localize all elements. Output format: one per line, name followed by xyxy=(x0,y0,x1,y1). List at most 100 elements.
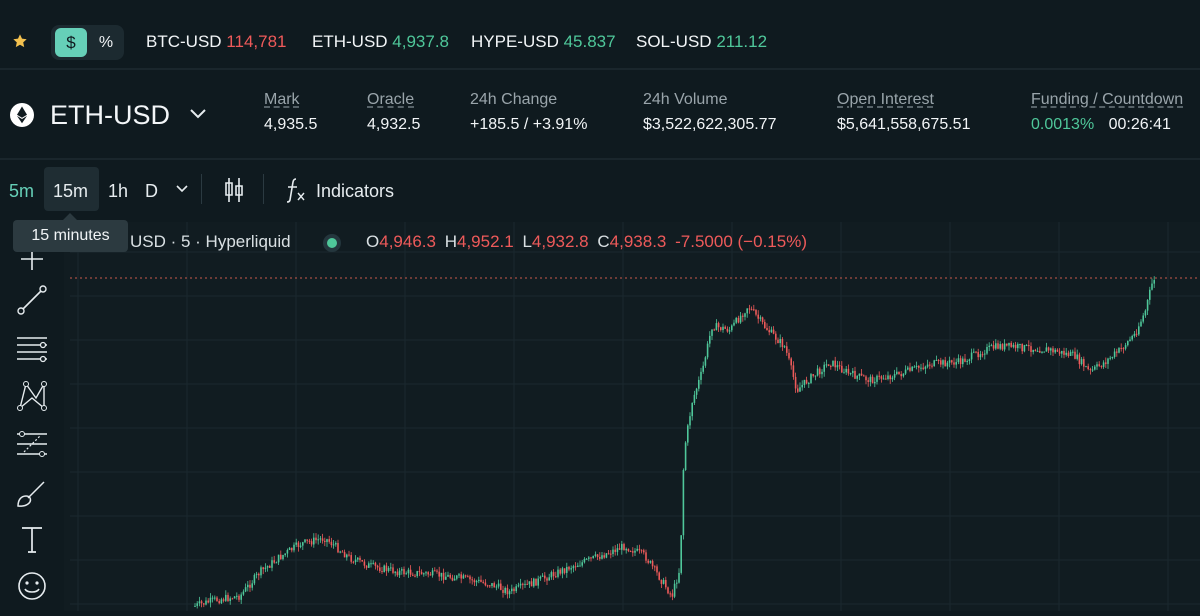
candle-body xyxy=(258,573,260,576)
candle-body xyxy=(1149,289,1151,300)
candle-body xyxy=(889,375,891,380)
candle-body xyxy=(783,346,786,348)
candle-body xyxy=(885,378,887,380)
stat-label[interactable]: Open Interest xyxy=(837,91,934,108)
candle-body xyxy=(242,591,245,595)
candle-body xyxy=(1135,333,1138,335)
candle-body xyxy=(975,351,977,353)
candle-body xyxy=(332,544,335,546)
candle-body xyxy=(211,597,214,599)
candle-body xyxy=(381,571,383,573)
candle-body xyxy=(1056,349,1059,352)
fib-icon[interactable] xyxy=(14,426,50,462)
candle-body xyxy=(852,370,854,374)
candle-body xyxy=(812,374,814,376)
text-icon[interactable] xyxy=(14,522,50,558)
candle-body xyxy=(326,539,328,542)
live-status-icon[interactable] xyxy=(322,233,342,253)
candle-body xyxy=(1012,344,1015,347)
candle-body xyxy=(1080,359,1083,365)
chevron-down-icon[interactable] xyxy=(188,106,208,120)
candle-body xyxy=(621,544,623,550)
brush-icon[interactable] xyxy=(14,476,50,512)
candle-body xyxy=(680,535,682,573)
stat-label[interactable]: Funding / Countdown xyxy=(1031,91,1184,108)
candle-body xyxy=(865,376,867,381)
candle-body xyxy=(907,367,909,370)
candlestick-chart[interactable] xyxy=(0,222,1200,611)
ticker-item-btc[interactable]: BTC-USD 114,781 xyxy=(146,32,287,52)
candle-body xyxy=(640,550,643,552)
candle-body xyxy=(645,552,647,561)
candle-body xyxy=(240,594,242,600)
candle-body xyxy=(590,557,592,559)
candle-body xyxy=(396,571,399,576)
timeframe-5m[interactable]: 5m xyxy=(9,181,35,201)
candle-body xyxy=(660,579,663,584)
candle-body xyxy=(834,360,836,368)
candle-body xyxy=(1089,369,1092,371)
candle-body xyxy=(720,327,722,331)
stat-label[interactable]: Oracle xyxy=(367,91,415,108)
candle-body xyxy=(1078,354,1081,365)
dollar-toggle-button[interactable]: $ xyxy=(55,28,87,57)
ticker-item-sol[interactable]: SOL-USD 211.12 xyxy=(636,32,767,52)
candle-body xyxy=(702,365,704,372)
percent-toggle-button[interactable]: % xyxy=(98,33,114,51)
candle-body xyxy=(1065,352,1067,355)
candle-body xyxy=(1113,351,1116,357)
candle-body xyxy=(475,581,478,583)
candle-body xyxy=(726,328,729,332)
candle-body xyxy=(295,542,297,545)
candle-body xyxy=(654,566,656,568)
candle-body xyxy=(1047,347,1050,351)
timeframe-d[interactable]: D xyxy=(145,181,158,201)
candle-body xyxy=(337,543,339,553)
candle-body xyxy=(255,573,258,575)
timeframe-15m[interactable]: 15m xyxy=(53,181,89,201)
candle-body xyxy=(478,579,480,582)
funding-rate: 0.0013% xyxy=(1031,116,1095,133)
candle-body xyxy=(643,550,645,553)
indicators-button[interactable]: Indicators xyxy=(316,181,395,201)
candle-body xyxy=(709,335,711,344)
candle-body xyxy=(1087,366,1089,370)
ticker-symbol: BTC-USD xyxy=(146,32,222,51)
high-value: 4,952.1 xyxy=(456,232,514,251)
candle-body xyxy=(280,554,282,560)
candle-body xyxy=(594,554,597,556)
candle-body xyxy=(515,586,517,592)
pair-selector[interactable]: ETH-USD xyxy=(50,100,170,130)
chart-area[interactable] xyxy=(0,222,1200,611)
candle-body xyxy=(746,308,748,314)
candle-body xyxy=(849,373,852,375)
pattern-icon[interactable] xyxy=(14,378,50,414)
candle-body xyxy=(583,558,586,563)
emoji-icon[interactable] xyxy=(14,568,50,604)
timeframe-1h[interactable]: 1h xyxy=(108,181,129,201)
candle-body xyxy=(577,565,579,567)
stat-label: 24h Volume xyxy=(643,91,728,108)
fx-icon[interactable] xyxy=(284,176,308,204)
ticker-item-eth[interactable]: ETH-USD 4,937.8 xyxy=(312,32,449,52)
candle-type-icon[interactable] xyxy=(222,177,246,203)
candle-body xyxy=(484,582,487,586)
candle-body xyxy=(799,387,801,392)
candle-body xyxy=(836,365,839,368)
ticker-item-hype[interactable]: HYPE-USD 45.837 xyxy=(471,32,616,52)
candle-body xyxy=(966,360,968,362)
candle-body xyxy=(858,373,861,376)
candle-body xyxy=(1054,349,1056,353)
candle-body xyxy=(420,572,423,575)
candle-body xyxy=(891,377,894,380)
stat-label[interactable]: Mark xyxy=(264,91,300,108)
candle-body xyxy=(365,565,368,568)
candle-body xyxy=(832,360,834,366)
open-value: 4,946.3 xyxy=(379,232,436,251)
star-icon[interactable] xyxy=(12,33,28,49)
horizontal-lines-icon[interactable] xyxy=(14,330,50,366)
candle-body xyxy=(249,584,251,588)
trend-line-icon[interactable] xyxy=(14,282,50,318)
chevron-down-icon[interactable] xyxy=(175,184,189,194)
candle-body xyxy=(456,575,458,579)
